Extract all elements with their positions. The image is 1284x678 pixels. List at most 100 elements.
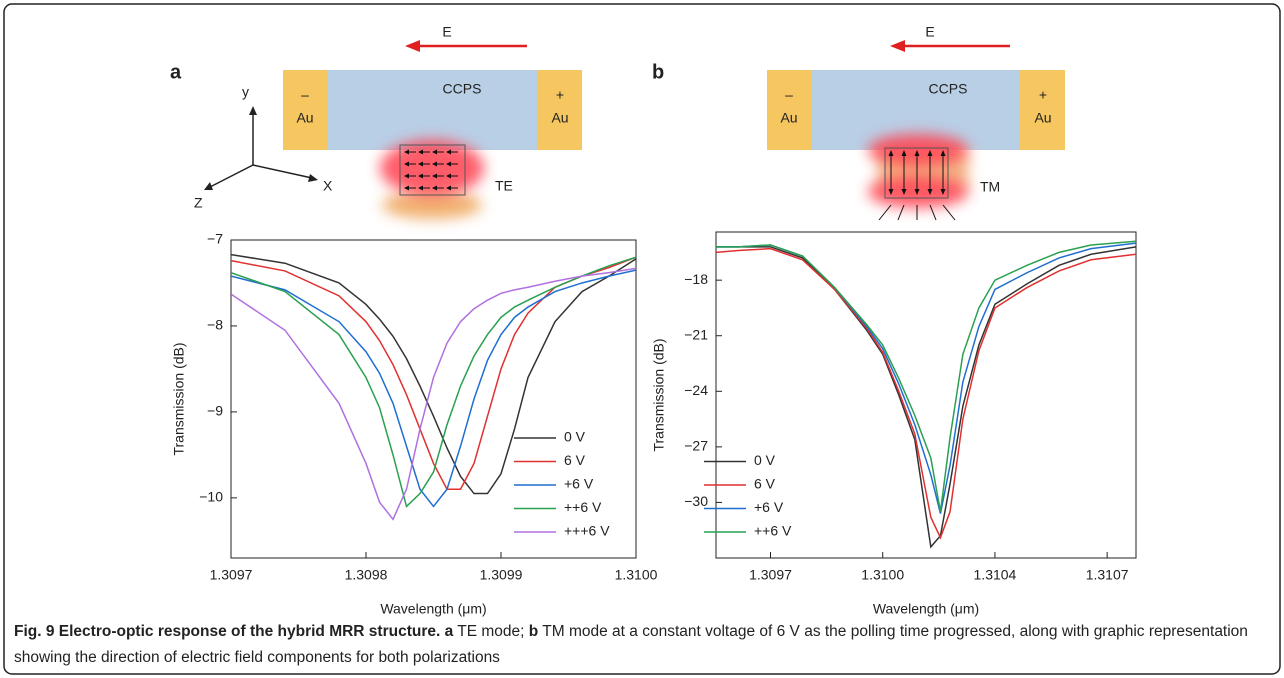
x-tick-label: 1.3097 <box>210 567 253 583</box>
electrode-sign: – <box>301 87 309 103</box>
glow <box>868 134 968 166</box>
y-tick-label: −9 <box>207 403 223 419</box>
electrode-sign: + <box>1039 87 1047 103</box>
field-label: E <box>925 24 934 40</box>
arrow-head <box>404 173 409 179</box>
electrode-label: Au <box>551 110 568 126</box>
arrow-head <box>432 149 437 155</box>
arrow-head <box>446 185 451 191</box>
x-tick-label: 1.3100 <box>861 567 904 583</box>
legend-label: 0 V <box>754 452 776 468</box>
x-axis-label: Wavelength (μm) <box>873 601 979 617</box>
arrow-head <box>418 173 423 179</box>
field-vector <box>942 204 956 221</box>
arrow-head <box>308 174 318 182</box>
y-tick-label: −27 <box>684 438 708 454</box>
electrode <box>767 70 812 150</box>
y-tick-label: −10 <box>199 489 223 505</box>
arrow-head <box>404 185 409 191</box>
legend-label: 0 V <box>564 429 586 445</box>
arrow-head <box>901 189 907 195</box>
arrow-head <box>927 189 933 195</box>
series-line <box>716 240 1136 512</box>
arrow-head <box>446 149 451 155</box>
arrow-head <box>890 40 905 52</box>
mode-box <box>399 144 466 196</box>
caption-text: TE mode; <box>453 623 529 640</box>
caption-title: Fig. 9 Electro-optic response of the hyb… <box>14 623 441 640</box>
axis <box>252 164 313 179</box>
glow <box>380 140 484 196</box>
axis-name: y <box>242 84 249 100</box>
y-tick-label: −21 <box>684 326 708 342</box>
mode-label: TE <box>495 178 513 194</box>
mode-label: TM <box>980 179 1000 195</box>
arrow-head <box>432 173 437 179</box>
y-tick-label: −30 <box>684 493 708 509</box>
diagram-b: b – Au + Au CCPS E TM <box>652 24 1065 208</box>
diagram-a: a – Au + Au CCPS E y X Z TE <box>170 24 582 219</box>
legend-label: +++6 V <box>564 523 610 539</box>
arrow-head <box>204 182 213 190</box>
y-tick-label: −24 <box>684 382 708 398</box>
x-tick-label: 1.3097 <box>749 567 792 583</box>
frame <box>3 3 1281 675</box>
series-line <box>231 253 636 495</box>
y-tick-label: −7 <box>207 231 223 247</box>
electrode-label: Au <box>1034 110 1051 126</box>
arrow-head <box>418 149 423 155</box>
series-line <box>231 267 636 521</box>
field-vector <box>929 204 937 221</box>
arrow-head <box>432 185 437 191</box>
plot: −7 −8 −9 −10 1.3097 1.3098 1.3099 1.3100 Wavelen… <box>171 231 658 617</box>
series-line <box>716 242 1136 514</box>
arrow-head <box>249 106 257 115</box>
axis <box>209 164 254 188</box>
x-tick-label: 1.3099 <box>480 567 523 583</box>
arrow-head <box>927 150 933 156</box>
y-axis-label: Transmission (dB) <box>651 338 667 451</box>
arrow-head <box>914 150 920 156</box>
caption: Fig. 9 Electro-optic response of the hyb… <box>14 619 1269 671</box>
arrow-head <box>446 173 451 179</box>
legend-label: ++6 V <box>754 523 792 539</box>
x-tick-label: 1.3098 <box>345 567 388 583</box>
arrow-head <box>888 189 894 195</box>
series-line <box>231 269 636 508</box>
plot-frame <box>715 231 1137 559</box>
arrow-head <box>446 161 451 167</box>
panel-label: a <box>170 61 182 83</box>
legend-label: 6 V <box>564 452 586 468</box>
panel-label: b <box>652 61 664 83</box>
y-tick-label: −18 <box>684 271 708 287</box>
glow <box>382 191 482 219</box>
field-label: E <box>442 24 451 40</box>
electrode-sign: – <box>785 87 793 103</box>
field-vector <box>878 204 892 221</box>
legend-label: ++6 V <box>564 499 602 515</box>
arrow-head <box>404 161 409 167</box>
field-vector <box>897 204 905 221</box>
caption-panel: b <box>528 623 539 640</box>
arrow-head <box>418 161 423 167</box>
electrode-label: Au <box>296 110 313 126</box>
x-tick-label: 1.3100 <box>615 567 658 583</box>
x-axis-label: Wavelength (μm) <box>380 601 486 617</box>
arrow-head <box>940 189 946 195</box>
arrow-head <box>901 150 907 156</box>
series-line <box>231 256 636 508</box>
arrow-head <box>888 150 894 156</box>
x-tick-label: 1.3107 <box>1086 567 1129 583</box>
arrow-head <box>404 149 409 155</box>
arrow-head <box>914 189 920 195</box>
plot-frame <box>230 239 637 559</box>
series-line <box>716 246 1136 549</box>
electrode <box>1020 70 1065 150</box>
electrode <box>537 70 582 150</box>
arrow-head <box>405 40 420 52</box>
axis-name: Z <box>194 195 203 211</box>
x-tick-label: 1.3104 <box>974 567 1017 583</box>
medium-label: CCPS <box>929 81 968 97</box>
